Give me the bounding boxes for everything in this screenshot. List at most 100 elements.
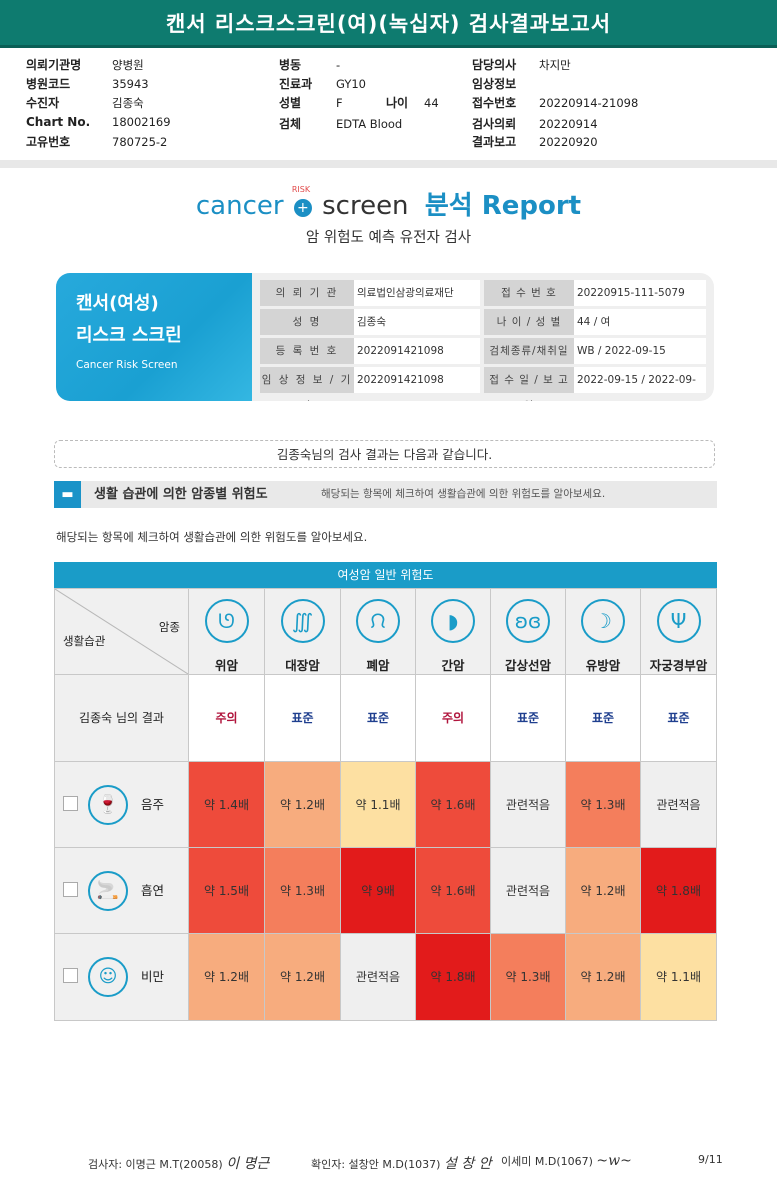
header-field: 진료과 GY10 [279,75,366,92]
header-field: 담당의사 차지만 [472,56,571,73]
header-field: 임상정보 [472,75,539,92]
header-field: 의뢰기관명 양병원 [26,56,144,73]
risk-grid: 암종 생활습관 ᘎ 위암 ∭ 대장암 ᙁ 폐암 ◗ 간암 ʚɞ 갑상선암 ☽ 유방암 Ψ 자궁경부암 김종숙 님… [54,588,717,1021]
header-label: 검체 [279,117,302,131]
second-confirmer-signature: ~w~ [596,1153,632,1169]
header-value: 20220914 [539,117,598,131]
breast-icon: ☽ [581,599,625,643]
card-key: 접 수 번 호 [484,280,574,306]
card-value: 20220915-111-5079 [574,280,706,306]
risk-cell: 약 9배 [341,848,415,933]
cancer-name: 갑상선암 [504,658,551,673]
cancer-name: 유방암 [585,658,621,673]
cancer-header: ∭ 대장암 [265,589,340,674]
logo-risk: RISK [291,185,311,194]
cancer-header: ᙁ 폐암 [341,589,415,674]
header-label: Chart No. [26,115,91,129]
confirmer: 확인자: 설창안 M.D(1037) 설 창 안 [311,1153,492,1173]
cancer-screen-logo: cancer RISK + screen 분석 Report [0,185,777,222]
risk-cell: 약 1.6배 [416,762,490,847]
report-subtitle: 암 위험도 예측 유전자 검사 [305,230,472,246]
page-number: 9/11 [698,1153,723,1166]
habit-name: 음주 [141,797,165,812]
header-field: 고유번호 780725-2 [26,133,167,150]
colon-icon: ∭ [280,599,325,643]
result-cell: 표준 [265,675,340,761]
header-label: 접수번호 [472,96,517,110]
header-value: 김종숙 [112,96,144,110]
card-key: 나 이 / 성 별 [484,309,574,335]
examiner: 검사자: 이명근 M.T(20058) 이 명근 [88,1153,269,1173]
bed-icon: ▬ [54,481,81,508]
risk-cell: 약 1.3배 [491,934,565,1020]
cancer-header: ʚɞ 갑상선암 [491,589,565,674]
confirmer-label: 확인자: 설창안 M.D(1037) [311,1158,441,1171]
section-divider [0,160,777,168]
header-label: 결과보고 [472,135,517,149]
cancer-header: ◗ 간암 [416,589,490,674]
card-key: 등 록 번 호 [260,338,354,364]
cancer-name: 자궁경부암 [649,658,708,673]
header-field: 성별 F [279,94,343,111]
result-cell: 표준 [341,675,415,761]
risk-cell: 관련적음 [341,934,415,1020]
risk-cell: 약 1.6배 [416,848,490,933]
second-confirmer-label: 이세미 M.D(1067) [501,1155,593,1168]
habit-row-label: 🍷 음주 [55,762,188,847]
table-corner: 암종 생활습관 [55,589,188,674]
risk-cell: 관련적음 [491,762,565,847]
risk-cell: 약 1.2배 [265,934,340,1020]
section-header: ▬ 생활 습관에 의한 암종별 위험도 해당되는 항목에 체크하여 생활습관에 … [54,481,717,508]
header-field: 접수번호 20220914-21098 [472,94,638,111]
habit-name: 흡연 [141,883,165,898]
header-value: 양병원 [112,58,144,72]
card-key: 의 뢰 기 관 [260,280,354,306]
cancer-header: ᘎ 위암 [189,589,264,674]
header-field: 결과보고 20220920 [472,133,598,150]
habit-row-label: ☺ 비만 [55,934,188,1020]
risk-table-title: 여성암 일반 위험도 [54,562,717,588]
header-value: 20220914-21098 [539,96,639,110]
result-cell: 주의 [416,675,490,761]
result-cell: 표준 [566,675,640,761]
card-key: 접 수 일 / 보 고 일 [484,367,574,401]
habit-checkbox[interactable] [63,882,78,897]
thyroid-icon: ʚɞ [506,599,550,643]
card-title-1: 캔서(여성) [76,293,159,314]
header-label: 담당의사 [472,58,517,72]
risk-cell: 관련적음 [641,762,716,847]
card-value: 2022091421098 [354,367,480,393]
instruction-note: 해당되는 항목에 체크하여 생활습관에 의한 위험도를 알아보세요. [56,530,368,544]
header-field: 수진자 김종숙 [26,94,144,111]
card-value: 2022-09-15 / 2022-09-19 [574,367,706,401]
card-key: 검체종류/채취일 [484,338,574,364]
cancer-name: 폐암 [366,658,390,673]
header-value: 780725-2 [112,135,168,149]
cigarette-icon: 🚬 [88,871,128,911]
liver-icon: ◗ [431,599,475,643]
card-brand-panel: 캔서(여성) 리스크 스크린 Cancer Risk Screen [56,273,252,401]
risk-cell: 약 1.2배 [566,848,640,933]
second-confirmer: 이세미 M.D(1067) ~w~ [501,1153,632,1169]
header-label: 임상정보 [472,77,517,91]
habit-checkbox[interactable] [63,796,78,811]
stomach-icon: ᘎ [204,599,249,643]
header-field: 검체 EDTA Blood [279,115,402,132]
header-field: 병동 - [279,56,340,73]
card-value: 김종숙 [354,309,480,335]
header-label: 고유번호 [26,135,71,149]
cancer-name: 대장암 [285,658,320,673]
card-key: 성 명 [260,309,354,335]
risk-cell: 약 1.3배 [566,762,640,847]
header-value: 차지만 [539,58,571,72]
risk-cell: 약 1.8배 [641,848,716,933]
card-value: 의료법인삼광의료재단 [354,280,480,306]
habit-checkbox[interactable] [63,968,78,983]
section-desc: 해당되는 항목에 체크하여 생활습관에 의한 위험도를 알아보세요. [321,488,606,500]
uterus-icon: Ψ [656,599,701,643]
result-cell: 표준 [641,675,716,761]
logo-plus-icon: + [293,199,312,217]
risk-cell: 약 1.4배 [189,762,264,847]
report-title-bar: 캔서 리스크스크린(여)(녹십자) 검사결과보고서 [0,0,777,48]
cancer-name: 간암 [441,658,465,673]
